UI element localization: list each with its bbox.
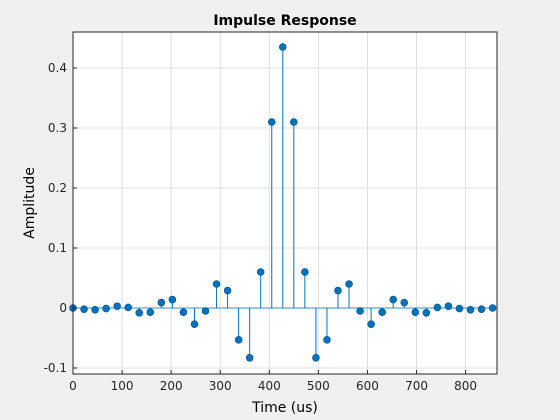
y-tick-label: 0.1 xyxy=(48,241,67,255)
plot-area xyxy=(73,32,497,374)
stem-marker xyxy=(290,118,298,126)
stem-marker xyxy=(179,308,188,317)
x-tick-label: 600 xyxy=(356,379,379,393)
stem-marker xyxy=(389,295,398,304)
stem-marker xyxy=(455,304,464,313)
x-tick-label: 300 xyxy=(209,379,232,393)
y-tick-label: 0.4 xyxy=(48,61,67,75)
stem-marker xyxy=(135,308,144,317)
stem-marker xyxy=(80,305,88,314)
stem-marker xyxy=(91,305,99,314)
stem-marker xyxy=(245,353,254,362)
stem-marker xyxy=(488,304,497,312)
stem-marker xyxy=(334,286,342,295)
stem-marker xyxy=(367,320,375,329)
y-tick-label: 0.3 xyxy=(48,121,67,135)
stem-marker xyxy=(411,308,420,317)
stem-marker xyxy=(345,280,353,288)
stem-marker xyxy=(356,307,364,315)
stem-marker xyxy=(157,298,166,307)
stem-marker xyxy=(444,302,453,311)
stem-marker xyxy=(212,280,221,288)
x-tick-label: 100 xyxy=(111,379,134,393)
stem-marker xyxy=(146,308,155,317)
stem-marker xyxy=(278,43,287,51)
axes-box xyxy=(72,31,498,375)
stem-marker xyxy=(477,305,486,314)
stem-marker xyxy=(201,307,210,315)
stem-marker xyxy=(312,353,320,362)
stem-marker xyxy=(378,308,386,317)
y-ticks: -0.1 0 0.1 0.2 0.3 0.4 xyxy=(44,61,77,375)
stem-marker xyxy=(124,303,133,312)
x-ticks: 0 100 200 300 400 500 600 700 800 xyxy=(69,370,477,393)
stem-marker xyxy=(323,335,331,344)
stem-marker xyxy=(234,335,243,344)
stem-marker xyxy=(190,320,199,329)
stem-marker xyxy=(466,305,475,314)
stem-marker xyxy=(301,268,309,276)
chart-title: Impulse Response xyxy=(213,13,356,29)
stem-marker xyxy=(422,308,431,317)
x-axis-label: Time (us) xyxy=(251,400,318,416)
y-tick-label: 0 xyxy=(59,301,67,315)
stem-marker xyxy=(102,304,110,313)
markers xyxy=(69,43,497,362)
x-tick-label: 400 xyxy=(258,379,281,393)
x-tick-label: 500 xyxy=(307,379,330,393)
stem-marker xyxy=(223,286,232,295)
x-tick-label: 800 xyxy=(454,379,477,393)
stem-marker xyxy=(433,303,442,312)
stem-marker xyxy=(256,268,265,276)
stem-marker xyxy=(400,298,409,307)
x-tick-label: 200 xyxy=(160,379,183,393)
x-tick-label: 700 xyxy=(405,379,428,393)
y-tick-label: 0.2 xyxy=(48,181,67,195)
y-tick-label: -0.1 xyxy=(44,361,67,375)
x-tick-label: 0 xyxy=(69,379,77,393)
stem-marker xyxy=(267,118,276,126)
y-axis-label: Amplitude xyxy=(22,167,38,239)
stem-marker xyxy=(168,295,177,304)
stem-marker xyxy=(113,302,121,311)
